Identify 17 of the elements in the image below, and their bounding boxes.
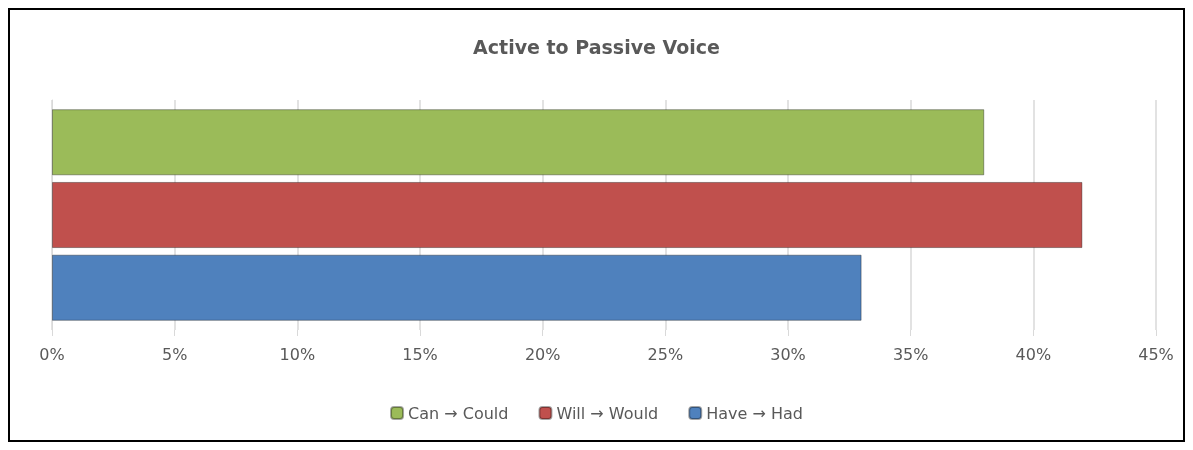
bar xyxy=(52,181,1083,249)
x-tick-label: 10% xyxy=(279,344,316,364)
x-tick-label: 20% xyxy=(524,344,561,364)
legend-label: Have → Had xyxy=(706,403,803,423)
bar xyxy=(52,254,862,321)
x-tick-label: 5% xyxy=(161,344,188,364)
x-tick-label: 30% xyxy=(770,344,806,364)
x-tick-label: 15% xyxy=(402,344,438,364)
chart-title: Active to Passive Voice xyxy=(473,35,720,58)
x-tick-label: 40% xyxy=(1015,344,1052,364)
x-tick-label: 35% xyxy=(892,344,929,364)
bar xyxy=(52,109,985,176)
x-tick-label: 25% xyxy=(647,344,684,364)
x-tick-label: 0% xyxy=(39,344,65,364)
x-tick-label: 45% xyxy=(1138,344,1174,364)
legend-label: Can → Could xyxy=(408,403,509,423)
legend-label: Will → Would xyxy=(556,403,659,423)
